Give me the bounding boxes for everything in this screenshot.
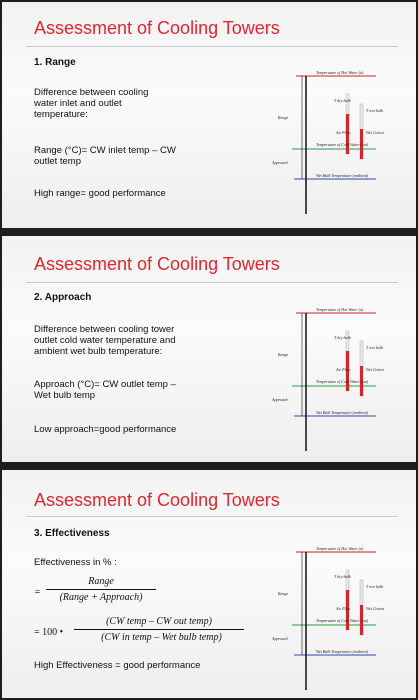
intro-text: Effectiveness in % :: [34, 557, 117, 568]
fraction-prefix: = 100 •: [34, 627, 64, 638]
range-label: Range: [277, 352, 288, 357]
dry-bulb-label: T dry bulb: [334, 98, 351, 103]
wet-bulb-thermo-label: T wet bulb: [366, 108, 383, 113]
fraction-denominator: (CW in temp – Wet bulb temp): [101, 632, 222, 643]
hot-water-label: Temperature of Hot Water (a): [316, 70, 364, 75]
range-label: Range: [277, 115, 288, 120]
formula-text: Range (°C)= CW inlet temp – CW outlet te…: [34, 145, 176, 167]
text-line: Difference between cooling: [34, 87, 149, 98]
dry-bulb-label: T dry bulb: [334, 335, 351, 340]
definition-text: Difference between cooling tower outlet …: [34, 324, 176, 357]
wet-bulb-label: Wet Bulb Temperature (ambient): [316, 410, 369, 415]
wet-bulb-label: Wet Bulb Temperature (ambient): [316, 649, 369, 654]
approach-label: Approach: [271, 160, 288, 165]
conclusion-text: High Effectiveness = good performance: [34, 660, 201, 671]
text-line: Wet bulb temp: [34, 390, 96, 401]
slide-title: Assessment of Cooling Towers: [34, 254, 280, 274]
wet-cotton-label: Wet Cotton: [366, 606, 384, 611]
text-line: temperature:: [34, 109, 88, 120]
conclusion-text: High range= good performance: [34, 188, 166, 199]
fraction-denominator: (Range + Approach): [59, 592, 143, 603]
wet-bulb-thermo-label: T wet bulb: [366, 345, 383, 350]
dry-bulb-label: T dry bulb: [334, 574, 351, 579]
title-divider: [26, 516, 398, 517]
text-line: water inlet and outlet: [34, 98, 122, 109]
slide-title: Assessment of Cooling Towers: [34, 18, 280, 38]
slide-range: Assessment of Cooling Towers 1. Range Di…: [2, 2, 416, 228]
fraction-numerator: (CW temp – CW out temp): [106, 616, 212, 627]
hot-water-label: Temperature of Hot Water (a): [316, 546, 364, 551]
wet-cotton-label: Wet Cotton: [366, 130, 384, 135]
cooling-tower-diagram: Temperature of Hot Water (a) Temperature…: [271, 546, 384, 690]
text-line: Range (°C)= CW inlet temp – CW: [34, 145, 176, 156]
slide-effectiveness: Assessment of Cooling Towers 3. Effectiv…: [2, 470, 416, 698]
title-divider: [26, 282, 398, 283]
range-label: Range: [277, 591, 288, 596]
text-line: Difference between cooling tower: [34, 324, 175, 335]
section-heading: 3. Effectiveness: [34, 528, 110, 539]
air-flow-label: Air Flow: [335, 130, 351, 135]
conclusion-text: Low approach=good performance: [34, 424, 177, 435]
slide-approach: Assessment of Cooling Towers 2. Approach…: [2, 236, 416, 462]
air-flow-label: Air Flow: [335, 606, 351, 611]
approach-label: Approach: [271, 636, 288, 641]
text-line: outlet temp: [34, 156, 81, 167]
text-line: outlet cold water temperature and: [34, 335, 176, 346]
cold-water-label: Temperature of Cold Water (out): [316, 618, 369, 623]
cooling-tower-diagram: Temperature of Hot Water (a) Temperature…: [271, 70, 384, 214]
cold-water-label: Temperature of Cold Water (out): [316, 379, 369, 384]
hot-water-label: Temperature of Hot Water (a): [316, 307, 364, 312]
air-flow-label: Air Flow: [335, 367, 351, 372]
approach-label: Approach: [271, 397, 288, 402]
formula-text: Approach (°C)= CW outlet temp – Wet bulb…: [34, 379, 176, 401]
section-heading: 2. Approach: [34, 292, 92, 303]
cold-water-label: Temperature of Cold Water (out): [316, 142, 369, 147]
wet-cotton-label: Wet Cotton: [366, 367, 384, 372]
definition-text: Difference between cooling water inlet a…: [34, 87, 148, 120]
cooling-tower-diagram: Temperature of Hot Water (a) Temperature…: [271, 307, 384, 451]
fraction-numerator: Range: [88, 576, 114, 587]
text-line: Approach (°C)= CW outlet temp –: [34, 379, 176, 390]
text-line: ambient wet bulb temperature:: [34, 346, 163, 357]
wet-bulb-label: Wet Bulb Temperature (ambient): [316, 173, 369, 178]
wet-bulb-thermo-label: T wet bulb: [366, 584, 383, 589]
title-divider: [26, 46, 398, 47]
section-heading: 1. Range: [34, 57, 76, 68]
fraction-bar: [46, 589, 156, 590]
slide-title: Assessment of Cooling Towers: [34, 490, 280, 510]
fraction-bar: [74, 629, 244, 630]
